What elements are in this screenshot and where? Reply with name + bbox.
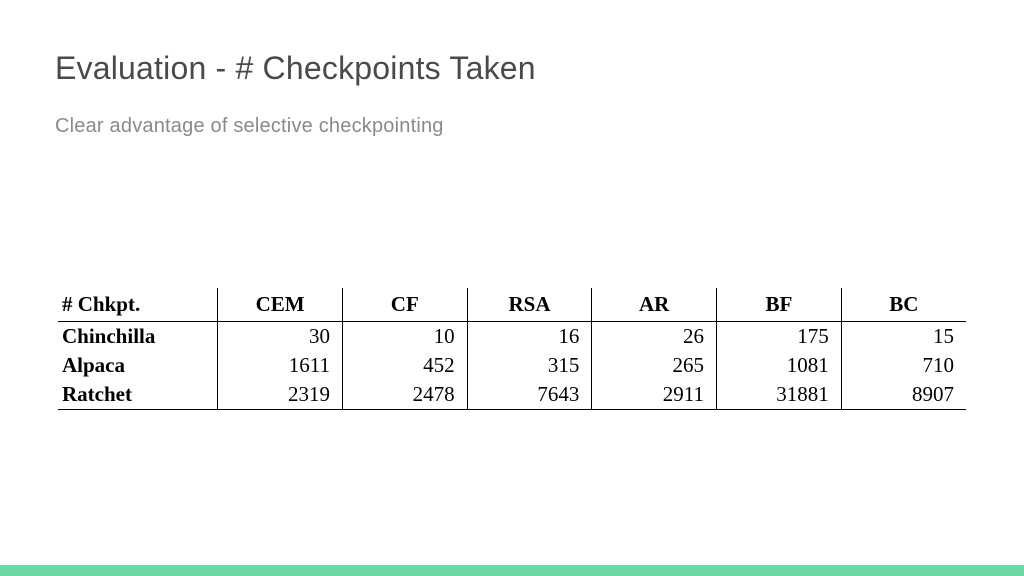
cell: 710 bbox=[841, 351, 966, 380]
col-header: AR bbox=[592, 288, 717, 322]
cell: 15 bbox=[841, 322, 966, 352]
cell: 7643 bbox=[467, 380, 592, 410]
table-row: Ratchet 2319 2478 7643 2911 31881 8907 bbox=[58, 380, 966, 410]
cell: 1081 bbox=[717, 351, 842, 380]
checkpoints-table-container: # Chkpt. CEM CF RSA AR BF BC Chinchilla … bbox=[58, 288, 966, 410]
cell: 452 bbox=[342, 351, 467, 380]
slide-title: Evaluation - # Checkpoints Taken bbox=[55, 50, 969, 87]
cell: 30 bbox=[218, 322, 343, 352]
slide: Evaluation - # Checkpoints Taken Clear a… bbox=[0, 0, 1024, 576]
row-label: Chinchilla bbox=[58, 322, 218, 352]
cell: 2319 bbox=[218, 380, 343, 410]
checkpoints-table: # Chkpt. CEM CF RSA AR BF BC Chinchilla … bbox=[58, 288, 966, 410]
cell: 8907 bbox=[841, 380, 966, 410]
col-header: CF bbox=[342, 288, 467, 322]
slide-subtitle: Clear advantage of selective checkpointi… bbox=[55, 115, 969, 138]
table-header-row: # Chkpt. CEM CF RSA AR BF BC bbox=[58, 288, 966, 322]
row-label: Ratchet bbox=[58, 380, 218, 410]
row-label: Alpaca bbox=[58, 351, 218, 380]
cell: 315 bbox=[467, 351, 592, 380]
col-header: RSA bbox=[467, 288, 592, 322]
col-header: CEM bbox=[218, 288, 343, 322]
table-row: Chinchilla 30 10 16 26 175 15 bbox=[58, 322, 966, 352]
cell: 31881 bbox=[717, 380, 842, 410]
table-row: Alpaca 1611 452 315 265 1081 710 bbox=[58, 351, 966, 380]
accent-footer-bar bbox=[0, 565, 1024, 576]
cell: 26 bbox=[592, 322, 717, 352]
cell: 2478 bbox=[342, 380, 467, 410]
cell: 16 bbox=[467, 322, 592, 352]
col-header: # Chkpt. bbox=[58, 288, 218, 322]
col-header: BC bbox=[841, 288, 966, 322]
cell: 2911 bbox=[592, 380, 717, 410]
cell: 1611 bbox=[218, 351, 343, 380]
cell: 10 bbox=[342, 322, 467, 352]
col-header: BF bbox=[717, 288, 842, 322]
cell: 265 bbox=[592, 351, 717, 380]
cell: 175 bbox=[717, 322, 842, 352]
